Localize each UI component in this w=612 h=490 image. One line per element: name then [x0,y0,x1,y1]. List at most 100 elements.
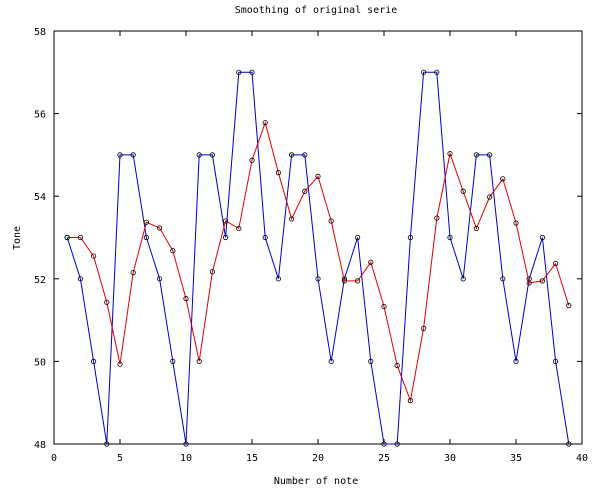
data-point [328,218,334,224]
data-point [236,225,242,232]
x-tick-label: 5 [117,453,123,464]
data-point [64,234,70,241]
data-point [275,276,281,282]
series-line [67,120,570,403]
data-point [566,303,572,309]
data-point [341,278,347,284]
y-axis-label: Tone [12,226,23,250]
data-point [368,358,374,364]
data-point [354,278,361,284]
x-tick-label: 25 [378,453,390,464]
axis-ticks: 0 5 10 15 20 25 30 35 40 48 50 52 54 56 58 [34,27,588,464]
data-point [262,120,268,126]
series-layer [64,69,572,447]
data-point [223,218,229,224]
data-point [77,276,84,282]
data-point [407,234,413,241]
data-point [381,441,387,447]
data-point [143,219,149,225]
data-point [407,398,413,404]
data-point [170,248,176,254]
data-point [381,303,387,310]
data-point [566,441,572,447]
data-point [486,152,493,158]
data-point [539,278,546,284]
y-tick-label: 54 [34,192,46,203]
data-point [552,260,559,267]
x-tick-label: 40 [576,453,588,464]
data-point [447,151,453,157]
data-point [354,234,361,241]
data-point [157,225,163,231]
data-point [196,152,202,158]
data-point [513,358,519,364]
data-point [434,69,440,75]
data-point [249,157,255,163]
data-point [552,358,559,364]
data-point [302,152,308,158]
data-point [209,269,215,275]
y-tick-label: 50 [34,357,46,368]
data-point [223,234,229,241]
x-axis-label: Number of note [274,476,358,487]
series-1 [64,69,572,447]
x-tick-label: 0 [51,453,57,464]
data-point [420,325,427,331]
data-point [262,234,268,241]
series-2 [64,120,572,404]
data-point [473,225,479,232]
data-point [447,234,453,241]
data-point [104,441,110,447]
data-point [104,299,110,305]
x-tick-label: 30 [444,453,456,464]
data-point [315,276,321,282]
data-point [183,441,189,447]
plot-frame [53,30,583,445]
data-point [302,188,308,194]
data-point [500,176,506,182]
data-point [130,270,136,276]
data-point [288,216,295,222]
data-point [513,220,519,226]
data-point [460,188,466,194]
data-point [288,152,295,158]
y-tick-label: 48 [34,440,46,451]
y-tick-label: 52 [34,275,46,286]
data-point [77,234,84,241]
data-point [157,276,163,282]
data-point [249,69,255,75]
data-point [170,358,176,364]
data-point [236,69,242,75]
data-point [117,152,123,158]
data-point [275,170,281,176]
series-line [66,71,570,445]
data-point [91,253,97,259]
data-point [473,152,479,158]
data-point [209,152,215,158]
data-point [143,234,149,241]
data-point [315,173,321,179]
y-tick-label: 58 [34,27,46,38]
data-point [368,259,374,265]
data-point [434,215,440,221]
data-point [328,358,334,364]
x-tick-label: 10 [180,453,192,464]
data-point [394,362,400,369]
x-tick-label: 35 [510,453,522,464]
x-tick-label: 20 [312,453,324,464]
data-point [539,234,546,241]
data-point [394,441,400,447]
data-point [486,194,493,200]
data-point [117,361,123,367]
x-tick-label: 15 [246,453,258,464]
data-point [196,358,202,364]
data-point [500,276,506,282]
y-tick-label: 56 [34,110,46,121]
data-point [130,152,136,158]
data-point [526,280,532,286]
chart-title: Smoothing of original serie [235,5,398,16]
data-point [420,69,427,75]
data-point [460,276,466,282]
data-point [183,296,189,302]
